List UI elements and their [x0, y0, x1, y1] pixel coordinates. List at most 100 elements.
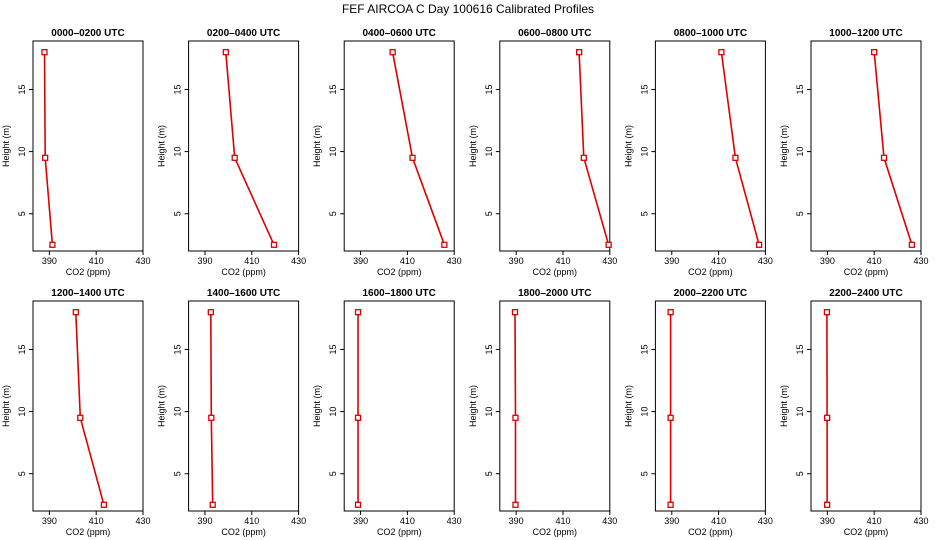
data-point [41, 49, 48, 56]
data-point [389, 49, 396, 56]
x-tick-label: 430 [913, 256, 928, 266]
x-tick-label: 390 [42, 516, 57, 526]
figure-title: FEF AIRCOA C Day 100616 Calibrated Profi… [342, 2, 594, 16]
y-tick-label: 10 [173, 407, 183, 417]
y-tick-label: 10 [795, 407, 805, 417]
x-tick-label: 390 [509, 516, 524, 526]
data-point [354, 309, 362, 316]
x-tick-label: 430 [602, 516, 617, 526]
panel-title: 1000–1200 UTC [829, 28, 902, 39]
panel-4: 0600–0800 UTC 390 410 430 5 10 15 CO2 (ppm) Heig… [468, 28, 618, 277]
panel-title: 1800–2000 UTC [518, 288, 591, 299]
data-point [755, 241, 763, 248]
data-point [823, 309, 831, 316]
x-tick-label: 430 [913, 516, 928, 526]
data-point [208, 414, 215, 421]
data-point [207, 309, 214, 316]
panel-title: 0600–0800 UTC [518, 28, 591, 39]
data-point [270, 241, 278, 248]
panel-title: 0000–0200 UTC [51, 28, 124, 39]
y-axis-label: Height (m) [312, 385, 322, 427]
data-point [100, 501, 108, 508]
panel-12: 2200–2400 UTC 390 410 430 5 10 15 CO2 (ppm) Heig… [779, 288, 929, 537]
x-axis-label: CO2 (ppm) [221, 267, 266, 277]
y-axis-label: Height (m) [623, 385, 633, 427]
y-tick-label: 15 [484, 344, 494, 354]
y-tick-label: 15 [484, 84, 494, 94]
x-tick-label: 390 [353, 516, 368, 526]
panel-title: 0400–0600 UTC [363, 28, 436, 39]
data-point [77, 414, 84, 421]
panel-title: 1600–1800 UTC [363, 288, 436, 299]
y-tick-label: 5 [173, 471, 183, 476]
y-tick-label: 5 [484, 471, 494, 476]
data-point [823, 501, 831, 508]
y-tick-label: 10 [328, 407, 338, 417]
y-axis-label: Height (m) [1, 385, 11, 427]
data-point [49, 241, 56, 248]
y-axis-label: Height (m) [779, 385, 789, 427]
x-tick-label: 410 [89, 516, 104, 526]
y-tick-label: 5 [639, 211, 649, 216]
plot-frame [499, 300, 611, 512]
data-point [718, 49, 725, 56]
x-axis-label: CO2 (ppm) [377, 267, 422, 277]
x-tick-label: 390 [197, 256, 212, 266]
panel-7: 1200–1400 UTC 390 410 430 5 10 15 CO2 (ppm) Heig… [1, 288, 151, 537]
x-tick-label: 390 [820, 516, 835, 526]
panel-1: 0000–0200 UTC 390 410 430 5 10 15 CO2 (ppm) Heig… [1, 28, 151, 277]
data-point [667, 414, 674, 421]
x-axis-label: CO2 (ppm) [377, 527, 422, 537]
plot-frame [654, 300, 766, 512]
panel-5: 0800–1000 UTC 390 410 430 5 10 15 CO2 (ppm) Heig… [623, 28, 773, 277]
y-axis-label: Height (m) [157, 125, 167, 167]
x-axis-label: CO2 (ppm) [533, 527, 578, 537]
data-point [222, 49, 229, 56]
y-tick-label: 15 [173, 344, 183, 354]
plot-frame [654, 40, 766, 252]
panel-title: 2000–2200 UTC [674, 288, 747, 299]
x-tick-label: 430 [291, 256, 306, 266]
x-tick-label: 390 [509, 256, 524, 266]
plot-frame [32, 300, 144, 512]
data-point [880, 154, 888, 161]
plot-frame [188, 300, 300, 512]
panel-title: 1200–1400 UTC [51, 288, 124, 299]
data-point [511, 309, 519, 316]
y-tick-label: 15 [17, 84, 27, 94]
x-tick-label: 390 [664, 256, 679, 266]
panel-title: 1400–1600 UTC [207, 288, 280, 299]
y-tick-label: 10 [17, 147, 27, 157]
y-tick-label: 15 [639, 344, 649, 354]
x-tick-label: 410 [867, 516, 882, 526]
x-tick-label: 410 [711, 256, 726, 266]
panel-2: 0200–0400 UTC 390 410 430 5 10 15 CO2 (ppm) Heig… [157, 28, 307, 277]
data-point [231, 154, 238, 161]
data-point [42, 154, 49, 161]
y-axis-label: Height (m) [1, 125, 11, 167]
x-axis-label: CO2 (ppm) [66, 527, 111, 537]
data-point [908, 241, 916, 248]
plot-frame [32, 40, 144, 252]
panel-8: 1400–1600 UTC 390 410 430 5 10 15 CO2 (ppm) Heig… [157, 288, 307, 537]
x-tick-label: 410 [244, 256, 259, 266]
x-tick-label: 410 [555, 516, 570, 526]
y-tick-label: 5 [795, 471, 805, 476]
data-point [409, 154, 416, 161]
x-axis-label: CO2 (ppm) [688, 527, 733, 537]
y-tick-label: 5 [639, 471, 649, 476]
y-tick-label: 15 [795, 84, 805, 94]
x-axis-label: CO2 (ppm) [844, 527, 889, 537]
data-point [667, 501, 674, 508]
x-tick-label: 410 [711, 516, 726, 526]
x-tick-label: 390 [820, 256, 835, 266]
x-tick-label: 390 [42, 256, 57, 266]
plot-frame [343, 300, 455, 512]
y-tick-label: 15 [17, 344, 27, 354]
y-axis-label: Height (m) [157, 385, 167, 427]
x-tick-label: 430 [447, 516, 462, 526]
y-tick-label: 10 [639, 407, 649, 417]
data-point [605, 241, 612, 248]
y-tick-label: 5 [17, 211, 27, 216]
y-tick-label: 15 [639, 84, 649, 94]
